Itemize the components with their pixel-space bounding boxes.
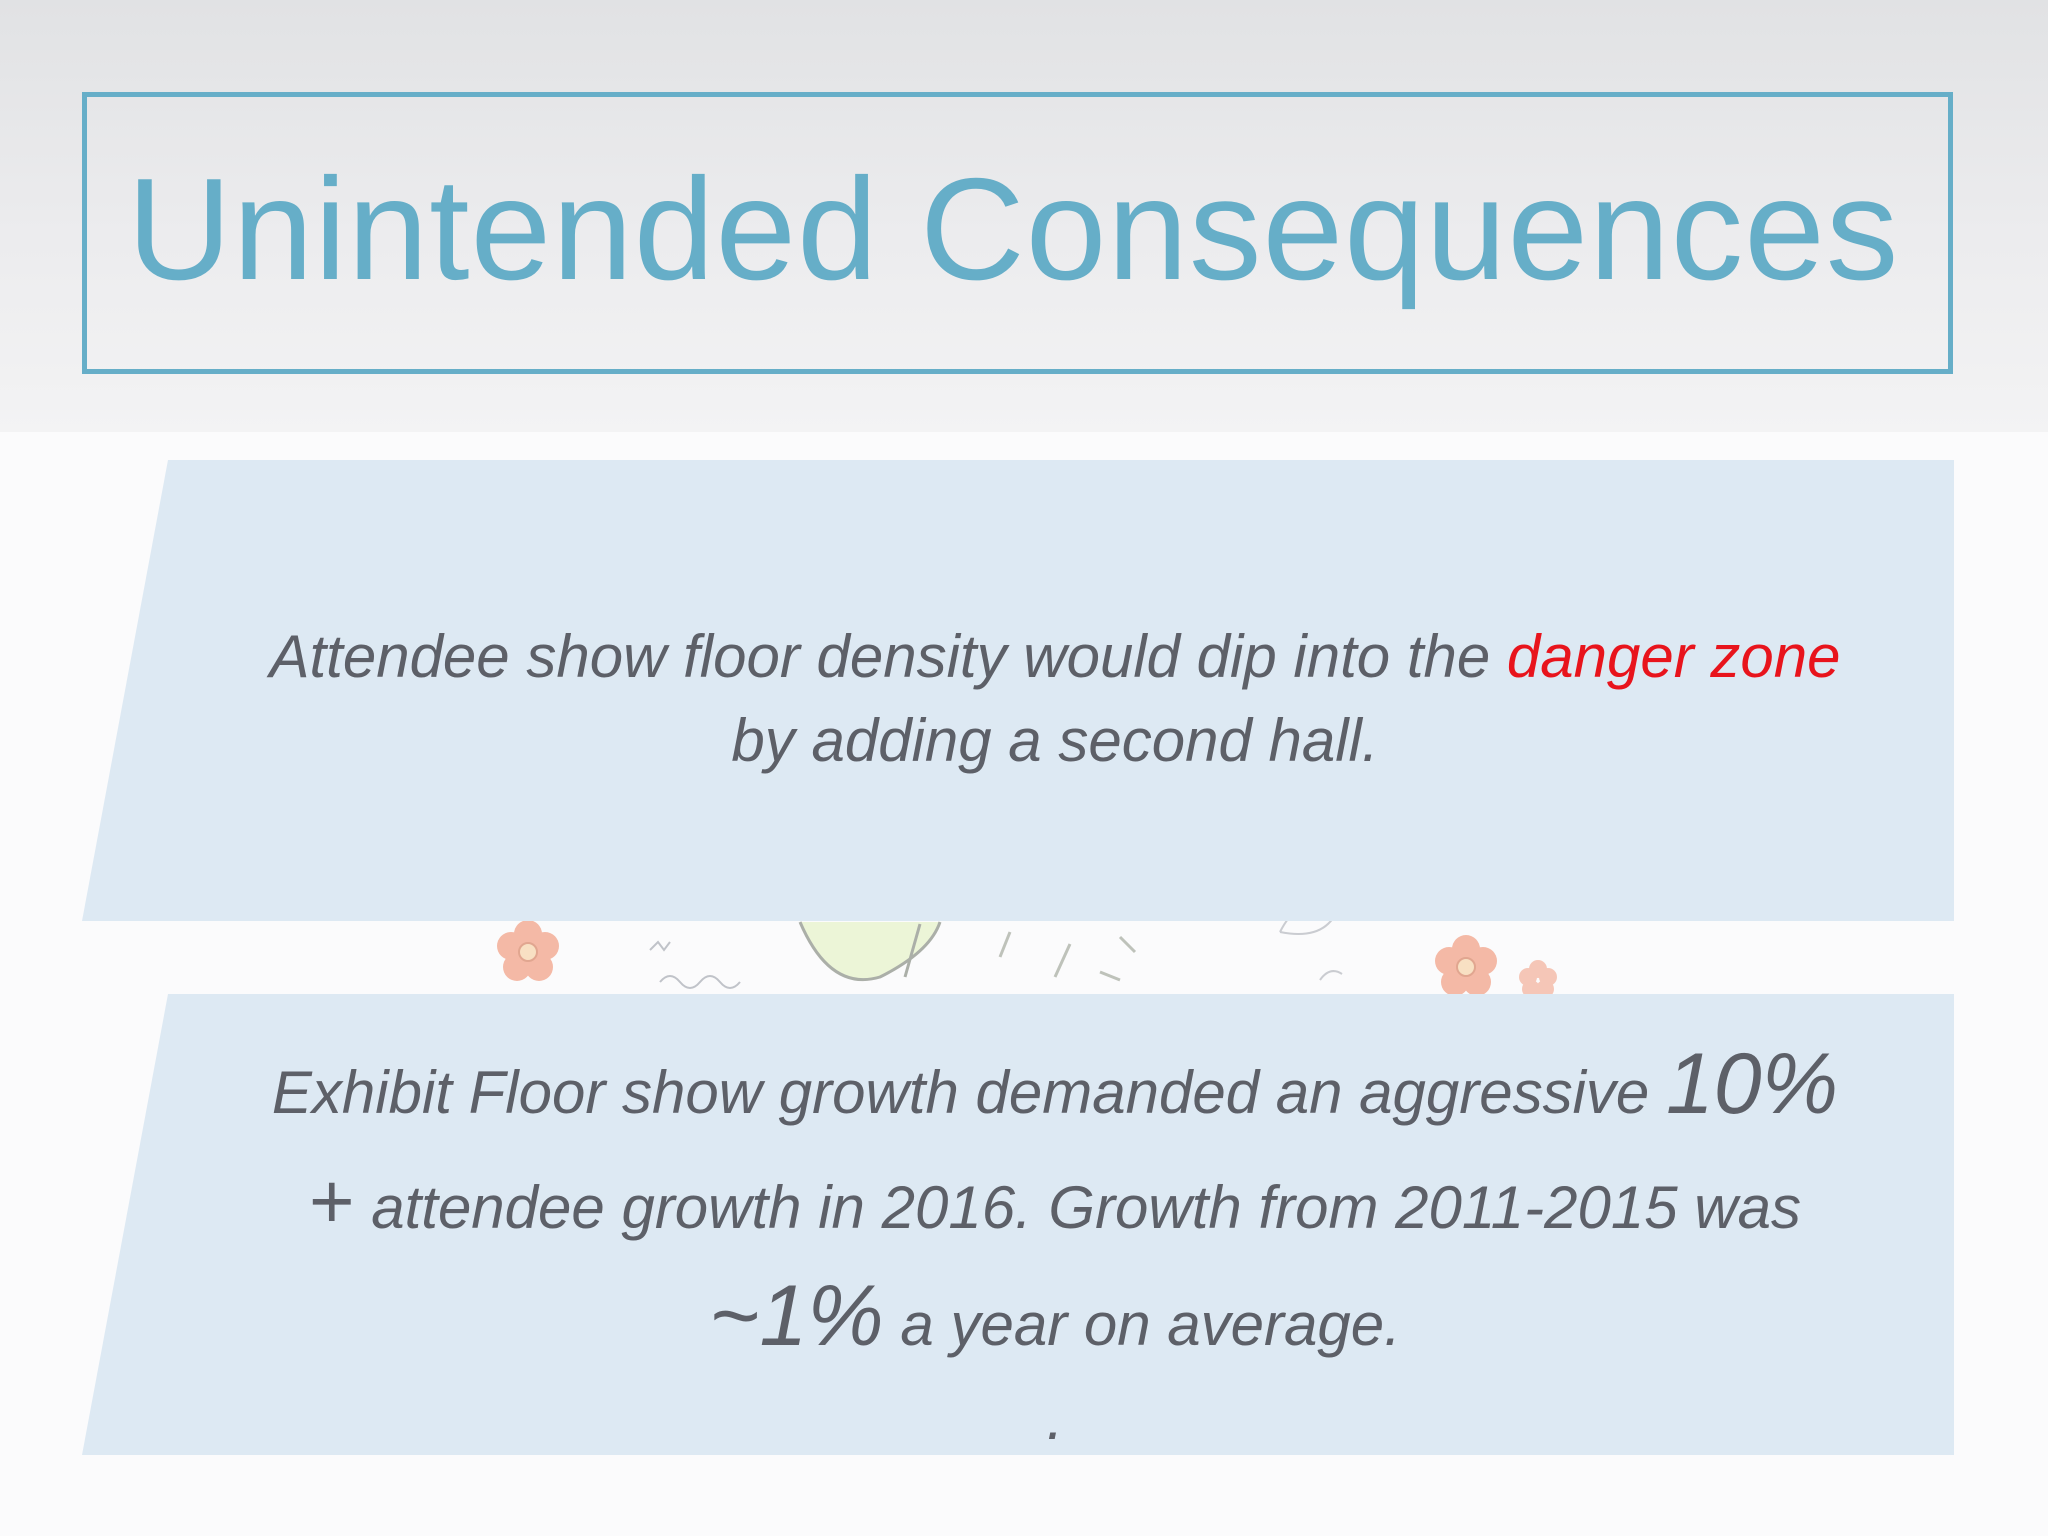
point-2-lead: Exhibit Floor show growth demanded an ag… <box>271 1059 1666 1126</box>
point-1-tail: by adding a second hall. <box>731 707 1379 774</box>
flower-doodle-icon <box>1519 960 1557 998</box>
point-2-middle: attendee growth in 2016. Growth from 201… <box>354 1174 1801 1241</box>
doodle-background <box>497 899 1557 998</box>
flower-doodle-icon <box>1435 935 1497 996</box>
point-1-text: Attendee show floor density would dip in… <box>180 615 1930 783</box>
plus-sign: + <box>309 1157 355 1245</box>
trailing-period: . <box>1046 1385 1064 1452</box>
danger-zone-highlight: danger zone <box>1506 623 1841 690</box>
scribble-doodle <box>659 975 741 989</box>
callout-panel-2 <box>82 994 1954 1455</box>
header-band <box>0 0 2048 432</box>
callout-panel-1 <box>82 460 1954 921</box>
historical-growth-value: ~1% <box>709 1268 884 1364</box>
point-2-tail: a year on average. <box>883 1291 1401 1358</box>
growth-target-value: 10% <box>1665 1036 1839 1132</box>
lightbulb-doodle-icon <box>798 921 1137 982</box>
flower-doodle-icon <box>497 920 559 981</box>
point-2-text: Exhibit Floor show growth demanded an ag… <box>170 1030 1940 1459</box>
point-1-lead: Attendee show floor density would dip in… <box>269 623 1507 690</box>
title-box: Unintended Consequences <box>82 92 1953 374</box>
scribble-doodle <box>649 940 671 952</box>
scribble-doodle <box>1319 970 1343 981</box>
page-title: Unintended Consequences <box>127 148 1900 310</box>
